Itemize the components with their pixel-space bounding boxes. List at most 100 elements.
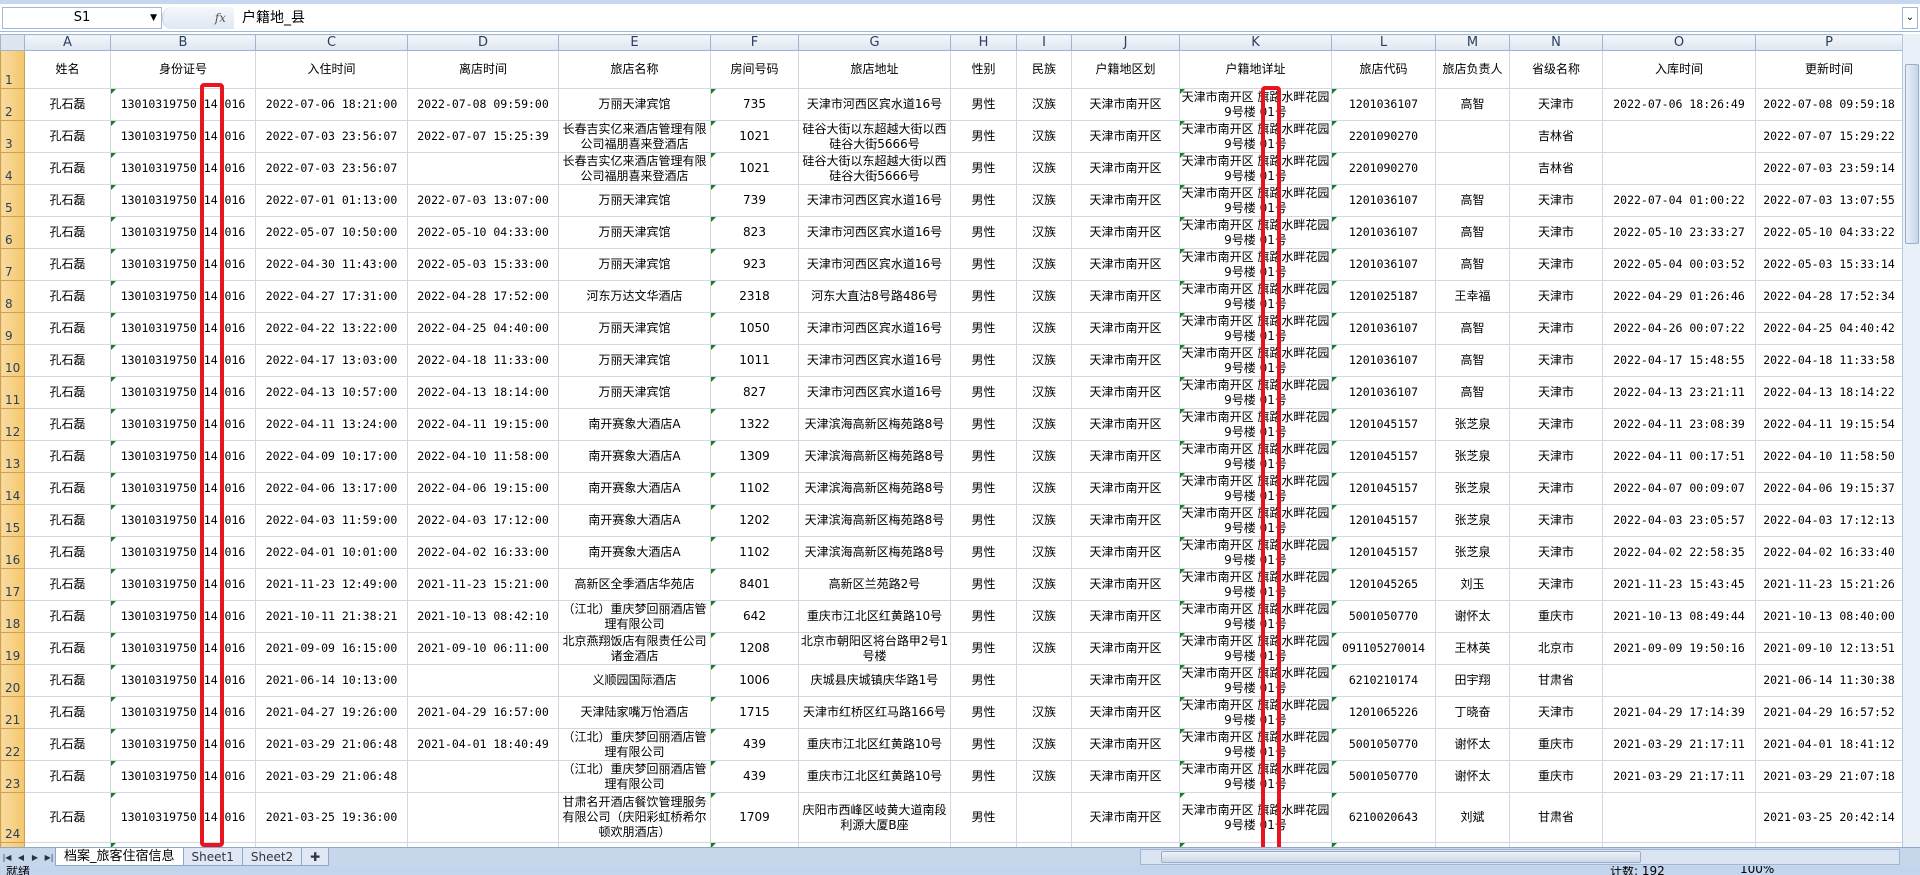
cell-a[interactable]: 孔石磊: [24, 600, 111, 633]
cell-n[interactable]: 天津市: [1509, 472, 1603, 505]
first-sheet-icon[interactable]: |◀: [2, 852, 12, 862]
row-header[interactable]: 18: [0, 600, 25, 633]
cell-n[interactable]: 天津市: [1509, 248, 1603, 281]
cell-j[interactable]: 天津市南开区: [1071, 216, 1180, 249]
cell-e[interactable]: （江北）重庆梦回丽酒店管理有限公司: [558, 760, 711, 793]
cell-f[interactable]: 1309: [710, 440, 799, 473]
cell-h[interactable]: 男性: [950, 664, 1017, 697]
cell-p[interactable]: 2021-04-01 18:41:12: [1755, 728, 1902, 761]
header-cell[interactable]: 离店时间: [407, 50, 559, 89]
cell-e[interactable]: 南开赛象大酒店A: [558, 440, 711, 473]
cell-g[interactable]: 天津滨海高新区梅苑路8号: [798, 408, 951, 441]
cell-n[interactable]: 天津市: [1509, 216, 1603, 249]
cell-a[interactable]: 孔石磊: [24, 472, 111, 505]
row-header[interactable]: 1: [0, 50, 25, 89]
cell-g[interactable]: 天津市红桥区红马路166号: [798, 696, 951, 729]
header-cell[interactable]: 身份证号: [110, 50, 256, 89]
cell-d[interactable]: 2022-07-08 09:59:00: [407, 88, 559, 121]
cell-h[interactable]: 男性: [950, 248, 1017, 281]
cell-e[interactable]: 长春吉实亿来酒店管理有限公司福朋喜来登酒店: [558, 152, 711, 185]
cell-c[interactable]: 2022-07-06 18:21:00: [255, 88, 408, 121]
cell-p[interactable]: 2021-03-25 20:42:14: [1755, 792, 1902, 843]
cell-o[interactable]: [1602, 664, 1756, 697]
cell-i[interactable]: 汉族: [1016, 440, 1072, 473]
cell-o[interactable]: 2022-04-13 23:21:11: [1602, 376, 1756, 409]
cell-o[interactable]: 2021-10-13 08:49:44: [1602, 600, 1756, 633]
cell-a[interactable]: 孔石磊: [24, 408, 111, 441]
row-header[interactable]: 2: [0, 88, 25, 121]
cell-g[interactable]: 天津市河西区宾水道16号: [798, 184, 951, 217]
cell-a[interactable]: 孔石磊: [24, 312, 111, 345]
row-header[interactable]: 14: [0, 472, 25, 505]
cell-h[interactable]: 男性: [950, 696, 1017, 729]
cell-c[interactable]: 2022-07-03 23:56:07: [255, 120, 408, 153]
cell-d[interactable]: [407, 664, 559, 697]
cell-o[interactable]: 2022-04-07 00:09:07: [1602, 472, 1756, 505]
cell-b[interactable]: 13010319750 14 016: [110, 504, 256, 537]
cell-n[interactable]: 天津市: [1509, 312, 1603, 345]
cell-n[interactable]: 天津市: [1509, 504, 1603, 537]
chevron-down-icon[interactable]: ▼: [150, 12, 157, 23]
cell-p[interactable]: 2022-04-18 11:33:58: [1755, 344, 1902, 377]
cell-m[interactable]: 田宇翔: [1435, 664, 1510, 697]
cell-c[interactable]: 2022-04-13 10:57:00: [255, 376, 408, 409]
cell-a[interactable]: 孔石磊: [24, 568, 111, 601]
cell-n[interactable]: 天津市: [1509, 280, 1603, 313]
cell-l[interactable]: 5001050770: [1331, 728, 1436, 761]
cell-e[interactable]: 南开赛象大酒店A: [558, 408, 711, 441]
cell-n[interactable]: 甘肃省: [1509, 792, 1603, 843]
cell-e[interactable]: 高新区全季酒店华苑店: [558, 568, 711, 601]
select-all-button[interactable]: [0, 34, 25, 51]
cell-j[interactable]: 天津市南开区: [1071, 632, 1180, 665]
cell-h[interactable]: 男性: [950, 728, 1017, 761]
cell-e[interactable]: 万丽天津宾馆: [558, 376, 711, 409]
header-cell[interactable]: 入住时间: [255, 50, 408, 89]
cell-a[interactable]: 孔石磊: [24, 216, 111, 249]
cell-k[interactable]: 天津市南开区 旗路水畔花园9号楼 01号: [1179, 760, 1332, 793]
cell-b[interactable]: 13010319750 14 016: [110, 312, 256, 345]
vertical-scrollbar[interactable]: [1902, 34, 1920, 847]
row-header[interactable]: 16: [0, 536, 25, 569]
cell-l[interactable]: 1201045157: [1331, 440, 1436, 473]
cell-k[interactable]: 天津市南开区 旗路水畔花园9号楼 01号: [1179, 792, 1332, 843]
cell-j[interactable]: 天津市南开区: [1071, 568, 1180, 601]
cell-n[interactable]: 天津市: [1509, 440, 1603, 473]
cell-h[interactable]: 男性: [950, 184, 1017, 217]
cell-e[interactable]: 南开赛象大酒店A: [558, 536, 711, 569]
column-header-h[interactable]: H: [950, 34, 1017, 51]
cell-i[interactable]: [1016, 664, 1072, 697]
header-cell[interactable]: 旅店地址: [798, 50, 951, 89]
cell-j[interactable]: 天津市南开区: [1071, 664, 1180, 697]
cell-f[interactable]: 923: [710, 248, 799, 281]
cell-d[interactable]: [407, 792, 559, 843]
cell-j[interactable]: 天津市南开区: [1071, 728, 1180, 761]
cell-g[interactable]: 天津市河西区宾水道16号: [798, 88, 951, 121]
scroll-thumb[interactable]: [1161, 851, 1641, 863]
horizontal-scrollbar[interactable]: [1140, 849, 1900, 865]
cell-o[interactable]: 2022-04-26 00:07:22: [1602, 312, 1756, 345]
header-cell[interactable]: 旅店负责人: [1435, 50, 1510, 89]
row-header[interactable]: 11: [0, 376, 25, 409]
cell-m[interactable]: 高智: [1435, 248, 1510, 281]
cell-j[interactable]: 天津市南开区: [1071, 440, 1180, 473]
cell-f[interactable]: 1021: [710, 120, 799, 153]
cell-m[interactable]: 谢怀太: [1435, 760, 1510, 793]
cell-a[interactable]: 孔石磊: [24, 184, 111, 217]
cell-o[interactable]: 2022-04-11 23:08:39: [1602, 408, 1756, 441]
cell-m[interactable]: 张芝泉: [1435, 440, 1510, 473]
cell-k[interactable]: 天津市南开区 旗路水畔花园9号楼 01号: [1179, 504, 1332, 537]
cell-f[interactable]: [710, 842, 799, 847]
cell-a[interactable]: 孔石磊: [24, 376, 111, 409]
sheet-tab-archive[interactable]: 档案_旅客住宿信息: [55, 848, 184, 866]
cell-f[interactable]: 2318: [710, 280, 799, 313]
cell-p[interactable]: 2022-07-07 15:29:22: [1755, 120, 1902, 153]
header-cell[interactable]: 旅店代码: [1331, 50, 1436, 89]
cell-d[interactable]: 2022-05-10 04:33:00: [407, 216, 559, 249]
cell-a[interactable]: 孔石磊: [24, 504, 111, 537]
cell-k[interactable]: 天津市南开区 旗路水畔花园9号楼 01号: [1179, 600, 1332, 633]
insert-function-button[interactable]: fx: [162, 6, 234, 29]
cell-e[interactable]: 万丽天津宾馆: [558, 88, 711, 121]
cell-i[interactable]: 汉族: [1016, 472, 1072, 505]
cell-o[interactable]: [1602, 120, 1756, 153]
